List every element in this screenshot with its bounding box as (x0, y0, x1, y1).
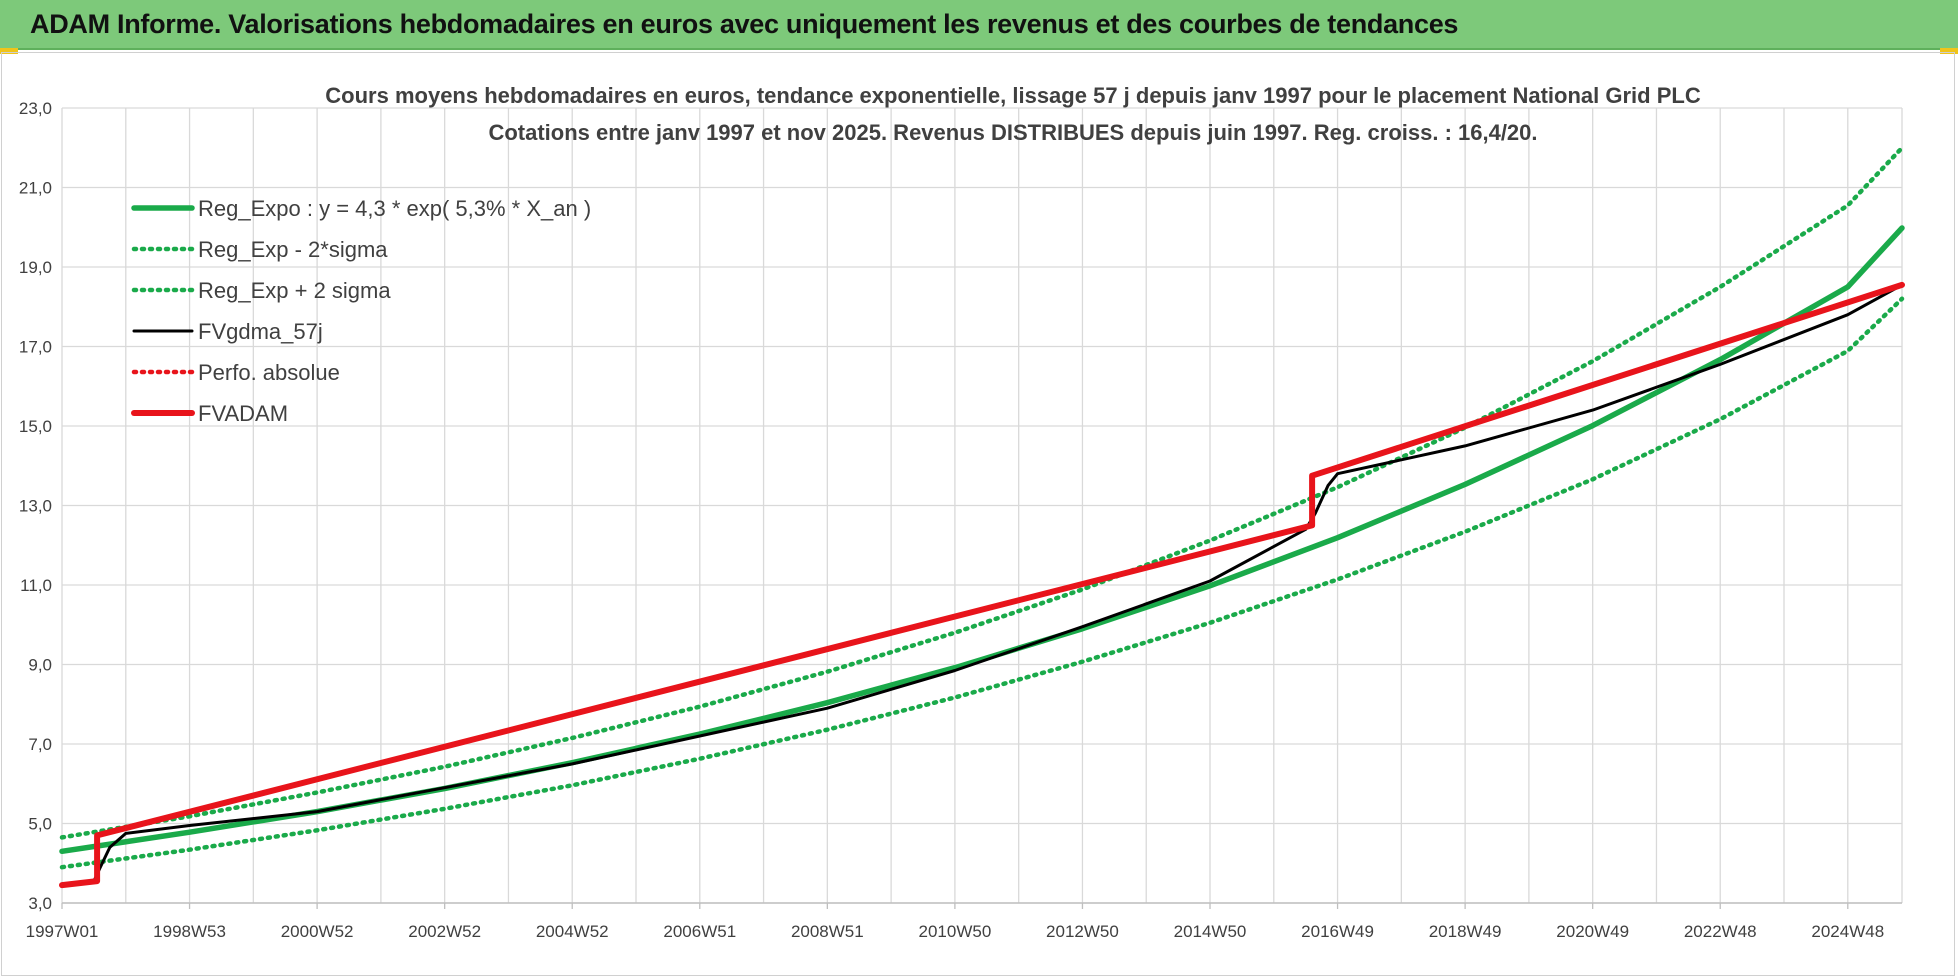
y-tick-label: 5,0 (28, 815, 52, 834)
grid-layer (61, 107, 1903, 904)
x-tick-label: 2010W50 (919, 922, 992, 941)
x-tick-label: 2000W52 (281, 922, 354, 941)
x-tick-label: 2004W52 (536, 922, 609, 941)
x-tick-label: 2018W49 (1429, 922, 1502, 941)
x-tick-label: 2006W51 (663, 922, 736, 941)
title-layer: Cours moyens hebdomadaires en euros, ten… (325, 83, 1701, 145)
x-tick-label: 2014W50 (1174, 922, 1247, 941)
corner-mark-right (1940, 48, 1958, 54)
series-line-1 (59, 225, 1905, 855)
x-tick-label: 2020W49 (1556, 922, 1629, 941)
axis-layer: 3,0 5,0 7,0 9,0 11,0 13,0 15,0 17,0 19,0 21,0 23,0… (19, 99, 1902, 941)
y-tick-label: 9,0 (28, 656, 52, 675)
legend-label-6: FVADAM (198, 401, 288, 426)
y-tick-label: 21,0 (19, 179, 52, 198)
y-tick-label: 13,0 (19, 497, 52, 516)
chart-frame (1, 52, 1955, 976)
x-tick-label: 1997W01 (26, 922, 99, 941)
series-line-3 (59, 145, 1905, 840)
legend-layer: Reg_Expo : y = 4,3 * exp( 5,3% * X_an ) R… (131, 196, 591, 426)
x-tick-label: 2016W49 (1301, 922, 1374, 941)
legend-label-4: FVgdma_57j (198, 319, 323, 344)
series-line-4 (60, 283, 1904, 887)
x-tick-label: 2002W52 (408, 922, 481, 941)
y-tick-label: 3,0 (28, 894, 52, 913)
corner-mark-left (0, 48, 18, 54)
y-tick-label: 23,0 (19, 99, 52, 118)
series-layer (59, 145, 1905, 889)
chart-title-line-2: Cotations entre janv 1997 et nov 2025. R… (488, 120, 1537, 145)
x-tick-label: 2022W48 (1684, 922, 1757, 941)
x-tick-label: 2024W48 (1811, 922, 1884, 941)
chart-title-line-1: Cours moyens hebdomadaires en euros, ten… (325, 83, 1701, 108)
legend-label-5: Perfo. absolue (198, 360, 340, 385)
legend-label-3: Reg_Exp + 2 sigma (198, 278, 391, 303)
banner-title: ADAM Informe. Valorisations hebdomadaire… (30, 9, 1459, 39)
y-tick-label: 17,0 (19, 338, 52, 357)
legend-label-1: Reg_Expo : y = 4,3 * exp( 5,3% * X_an ) (198, 196, 591, 221)
x-tick-label: 2008W51 (791, 922, 864, 941)
title-banner: ADAM Informe. Valorisations hebdomadaire… (0, 0, 1958, 50)
legend-label-2: Reg_Exp - 2*sigma (198, 237, 388, 262)
x-tick-label: 1998W53 (153, 922, 226, 941)
y-tick-label: 15,0 (19, 417, 52, 436)
series-line-6 (59, 281, 1905, 889)
y-tick-label: 7,0 (28, 735, 52, 754)
y-tick-label: 19,0 (19, 258, 52, 277)
series-line-2 (59, 296, 1905, 870)
y-tick-label: 11,0 (20, 576, 52, 595)
x-tick-label: 2012W50 (1046, 922, 1119, 941)
